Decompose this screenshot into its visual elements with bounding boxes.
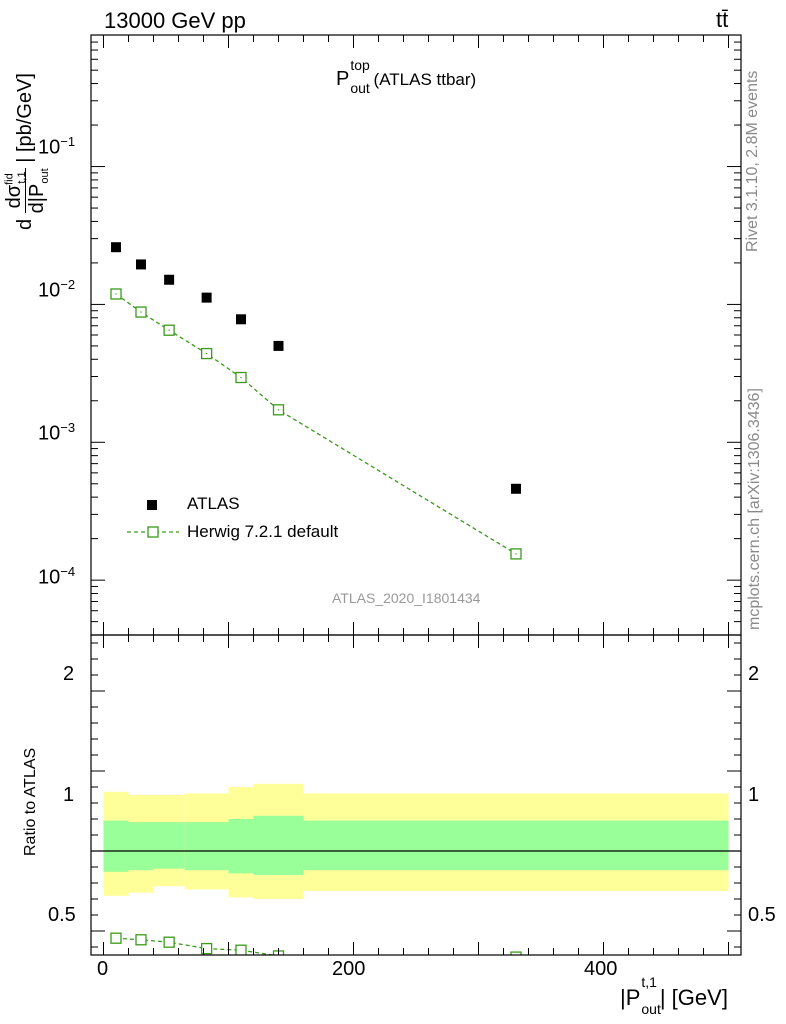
ylabel-prefix: d bbox=[14, 218, 36, 230]
herwig-point-center bbox=[206, 352, 208, 355]
ratio-herwig-point bbox=[510, 951, 522, 955]
ratio-herwig-line bbox=[115, 937, 277, 955]
xlabel-post: | [GeV] bbox=[659, 985, 728, 1010]
title-main: P bbox=[336, 68, 350, 90]
ratio-uncertainty-bands bbox=[91, 783, 741, 899]
ratio-herwig-point bbox=[163, 936, 175, 948]
main-ytick-exponent: −3 bbox=[60, 420, 76, 435]
title-sup: top bbox=[350, 57, 370, 73]
atlas-data-point bbox=[511, 483, 521, 494]
energy-label: 13000 GeV pp bbox=[104, 8, 246, 33]
ratio-inner-band bbox=[103, 820, 129, 872]
ratio-ytick-label-right: 0.5 bbox=[748, 904, 776, 926]
main-ytick-label: 10−4 bbox=[38, 564, 76, 589]
xlabel-pre: |P bbox=[620, 985, 641, 1010]
xtick-label: 0 bbox=[97, 958, 109, 980]
main-data-series bbox=[110, 242, 522, 560]
ratio-inner-band bbox=[303, 820, 729, 871]
ylabel-den-sup: t,1 bbox=[16, 171, 28, 184]
atlas-data-point bbox=[136, 259, 146, 270]
ratio-herwig-point bbox=[200, 942, 213, 955]
main-ytick-label: 10−3 bbox=[38, 420, 76, 445]
ratio-inner-band bbox=[228, 819, 254, 874]
ylabel-suffix: | [pb/GeV] bbox=[14, 73, 36, 163]
ratio-herwig-point bbox=[135, 934, 147, 946]
main-ytick-exponent: −1 bbox=[60, 134, 76, 149]
title-rest: (ATLAS ttbar) bbox=[368, 70, 477, 89]
ylabel-den-sub: out bbox=[39, 168, 51, 184]
atlas-data-point bbox=[201, 292, 212, 303]
ratio-ytick-label-left: 0.5 bbox=[48, 904, 76, 926]
legend-marker-herwig bbox=[127, 526, 179, 538]
ratio-inner-band bbox=[153, 822, 185, 869]
atlas-data-point bbox=[164, 274, 175, 285]
herwig-point-center bbox=[240, 376, 242, 379]
process-label: tt̄ bbox=[716, 7, 729, 32]
mcplots-label: mcplots.cern.ch [arXiv:1306.3436] bbox=[746, 388, 763, 630]
xlabel-sub: out bbox=[641, 1001, 661, 1017]
main-ytick-label: 10−1 bbox=[38, 134, 76, 159]
atlas-data-point bbox=[273, 340, 284, 351]
ylabel-numerator: dσ bbox=[3, 184, 25, 209]
ylabel-num-sup: fid bbox=[3, 173, 16, 185]
main-ytick-exponent: −2 bbox=[60, 277, 76, 292]
herwig-line bbox=[115, 293, 517, 555]
x-axis-label: |P t,1 out| [GeV] bbox=[620, 974, 728, 1017]
herwig-point-center bbox=[140, 311, 142, 313]
ratio-ytick-label-left: 2 bbox=[63, 663, 75, 685]
atlas-data-point bbox=[236, 314, 246, 325]
xlabel-sup: t,1 bbox=[641, 974, 657, 990]
xtick-label: 400 bbox=[584, 958, 618, 980]
main-ytick-label: 10−2 bbox=[38, 277, 76, 302]
main-ytick-exponent: −4 bbox=[60, 564, 76, 579]
ratio-ytick-label-right: 1 bbox=[748, 784, 760, 806]
ratio-y-axis-label: Ratio to ATLAS bbox=[22, 747, 39, 856]
herwig-point-center bbox=[515, 553, 517, 555]
ratio-mc-series bbox=[110, 932, 522, 955]
ratio-inner-band bbox=[128, 822, 154, 871]
legend-marker-atlas bbox=[147, 500, 157, 510]
ratio-ytick-label-left: 1 bbox=[63, 784, 75, 806]
ratio-inner-band bbox=[184, 822, 229, 871]
title-sub: out bbox=[350, 80, 370, 96]
xtick-label: 200 bbox=[332, 958, 366, 980]
ratio-panel-frame bbox=[90, 634, 742, 956]
ylabel-denominator: d|P bbox=[26, 183, 48, 214]
atlas-data-point bbox=[111, 242, 121, 253]
analysis-label: ATLAS_2020_I1801434 bbox=[332, 590, 481, 606]
plot-frames bbox=[90, 34, 742, 956]
herwig-point-center bbox=[168, 329, 170, 331]
rivet-version-label: Rivet 3.1.10, 2.8M events bbox=[744, 70, 761, 252]
herwig-point-center bbox=[115, 293, 117, 295]
ratio-ytick-label-right: 2 bbox=[748, 663, 760, 685]
ratio-inner-band bbox=[253, 815, 304, 875]
main-panel-frame bbox=[90, 34, 742, 636]
ratio-herwig-point bbox=[110, 932, 122, 944]
herwig-point-center bbox=[277, 409, 280, 411]
legend-label-atlas: ATLAS bbox=[187, 494, 240, 513]
ratio-herwig-point bbox=[235, 944, 247, 955]
legend-label-herwig: Herwig 7.2.1 default bbox=[187, 522, 339, 541]
